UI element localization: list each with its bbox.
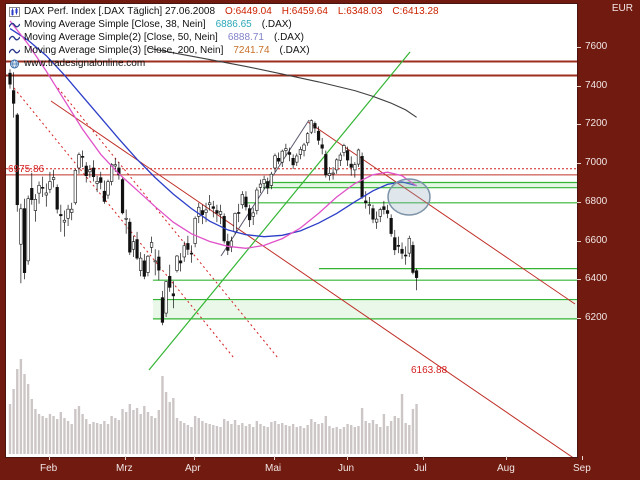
month-tick-label: Jul [414, 463, 427, 474]
time-axis[interactable]: Feb Mrz Apr Mai Jun Jul Aug Sep [0, 456, 640, 480]
price-tick-label: 7200 [585, 118, 608, 130]
price-tick-mark [577, 279, 581, 281]
ma2-label: Moving Average Simple(2) [Close, 50, Nei… [24, 31, 218, 43]
month-tick-mark [194, 456, 195, 460]
month-tick-label: Mrz [116, 463, 133, 474]
price-tick-mark [577, 47, 581, 48]
candlestick-chart-icon [9, 6, 20, 17]
price-tick-mark [577, 85, 581, 87]
month-tick-label: Apr [185, 463, 201, 474]
quote-high: H:6459.64 [281, 5, 328, 17]
price-tick-mark [577, 240, 581, 242]
currency-label: EUR [611, 3, 633, 14]
legend-row-ma3[interactable]: Moving Average Simple(3) [Close, 200, Ne… [9, 44, 445, 57]
price-level-label: 6975.86 [8, 164, 45, 175]
month-tick-label: Sep [573, 463, 591, 474]
price-tick-label: 6800 [585, 195, 608, 207]
ma3-value: 7241.74 [233, 44, 270, 56]
quote-open: O:6449.04 [225, 5, 272, 17]
price-tick-label: 7400 [585, 79, 608, 91]
ma1-value: 6886.65 [215, 18, 252, 30]
price-tick-mark [577, 201, 581, 203]
ma1-label: Moving Average Simple [Close, 38, Nein] [24, 18, 206, 30]
globe-icon [9, 59, 20, 69]
month-tick-mark [582, 456, 583, 460]
price-level-label: 6163.88 [411, 365, 448, 376]
ma1-suffix: (.DAX) [261, 18, 292, 30]
month-tick-mark [423, 456, 424, 460]
month-tick-label: Jun [338, 463, 355, 474]
price-tick-label: 6200 [585, 311, 608, 323]
instrument-title: DAX Perf. Index [.DAX Täglich] 27.06.200… [24, 5, 216, 17]
wave-icon [9, 33, 20, 43]
price-axis[interactable]: 7600 7400 7200 7000 6800 6600 6400 6200 [577, 0, 640, 456]
legend-row-website[interactable]: www.tradesignalonline.com [9, 57, 445, 70]
legend-row-instrument[interactable]: DAX Perf. Index [.DAX Täglich] 27.06.200… [9, 5, 445, 18]
price-tick-label: 6400 [585, 273, 608, 285]
ma2-suffix: (.DAX) [273, 31, 304, 43]
ma3-suffix: (.DAX) [279, 44, 310, 56]
price-tick-mark [577, 317, 581, 319]
wave-icon [9, 20, 20, 30]
price-tick-label: 7600 [585, 41, 608, 52]
ma2-value: 6888.71 [227, 31, 264, 43]
month-tick-mark [506, 456, 507, 460]
price-tick-mark [577, 163, 581, 165]
month-tick-label: Mai [265, 463, 282, 474]
month-tick-label: Aug [497, 463, 515, 474]
chart-legend: DAX Perf. Index [.DAX Täglich] 27.06.200… [9, 5, 445, 70]
month-tick-mark [49, 456, 50, 460]
legend-row-ma2[interactable]: Moving Average Simple(2) [Close, 50, Nei… [9, 31, 445, 44]
month-tick-mark [347, 456, 348, 460]
website-link: www.tradesignalonline.com [24, 57, 146, 69]
price-tick-label: 7000 [585, 157, 608, 169]
legend-row-ma1[interactable]: Moving Average Simple [Close, 38, Nein] … [9, 18, 445, 31]
price-tick-mark [577, 124, 581, 126]
price-tick-label: 6600 [585, 234, 608, 246]
month-tick-label: Feb [40, 463, 58, 474]
quote-low: L:6348.03 [337, 5, 383, 17]
wave-icon [9, 46, 20, 56]
ma3-label: Moving Average Simple(3) [Close, 200, Ne… [24, 44, 224, 56]
chart-plot-area[interactable]: 6975.86 6163.88 DAX Perf. Index [.DAX Täg… [5, 3, 578, 458]
quote-close: C:6413.28 [392, 5, 439, 17]
month-tick-mark [274, 456, 275, 460]
month-tick-mark [125, 456, 126, 460]
price-chart-svg[interactable]: 6975.86 6163.88 [6, 4, 577, 457]
